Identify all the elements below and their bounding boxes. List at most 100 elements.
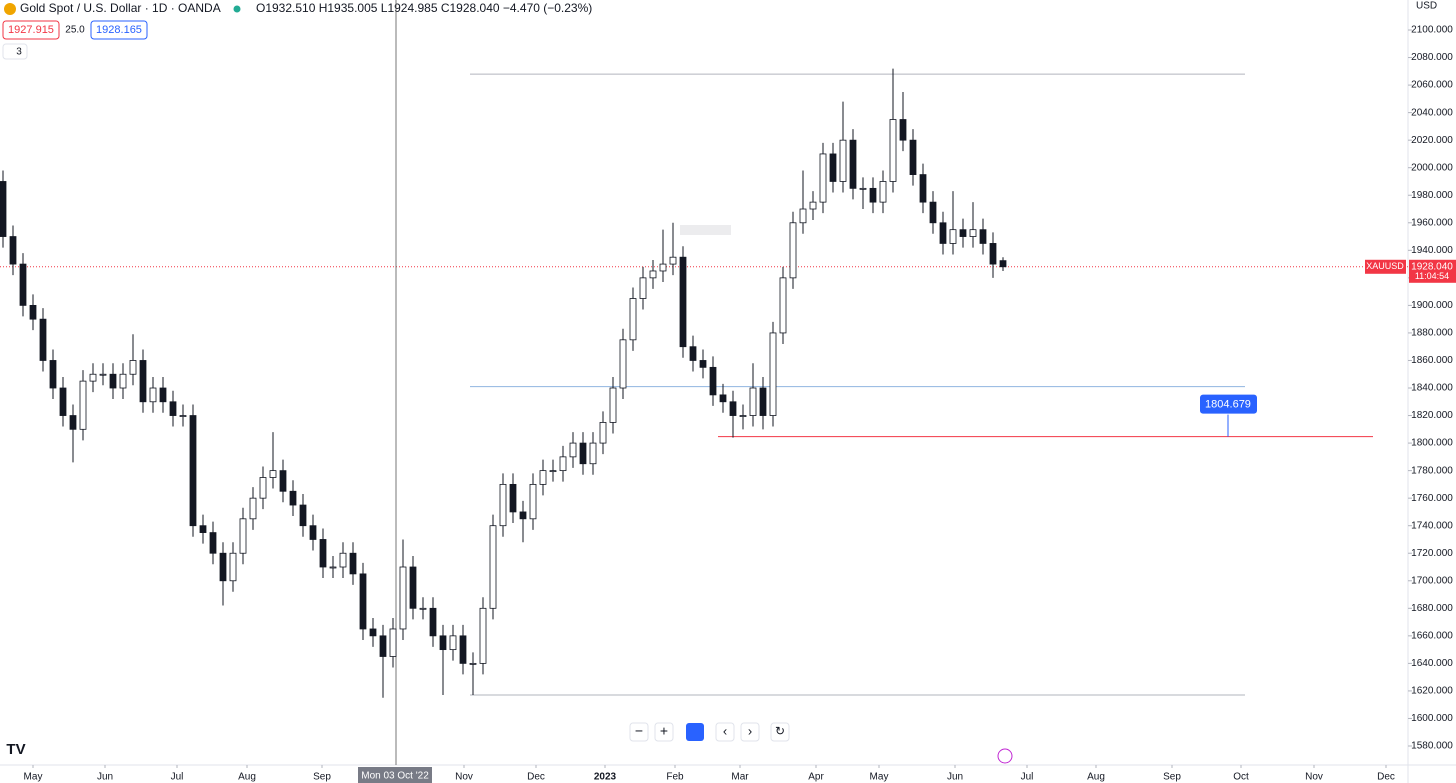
crosshair-label-box	[358, 767, 432, 783]
candle-body	[819, 153, 827, 203]
x-tick-label: Jul	[171, 772, 184, 783]
indicators-toggle[interactable]	[2, 43, 28, 60]
x-tick-label: Dec	[1377, 772, 1395, 783]
x-tick-label: May	[870, 772, 889, 783]
y-tick-label: 2020.000	[1411, 135, 1453, 146]
candle-body	[469, 662, 477, 665]
icon: +	[660, 723, 668, 739]
candle-body	[79, 380, 87, 430]
candle-body	[599, 422, 607, 444]
icon: −	[635, 723, 643, 739]
x-tick-label: Mar	[731, 772, 749, 783]
currency[interactable]: USD	[1416, 1, 1437, 12]
candle-body	[19, 263, 27, 306]
candle-body	[389, 628, 397, 657]
candle-body	[69, 415, 77, 430]
candle-body	[909, 139, 917, 175]
candle-body	[349, 552, 357, 575]
x-tick-label: Nov	[1305, 772, 1323, 783]
x-tick-label: Dec	[527, 772, 545, 783]
x-tick-label: Aug	[1087, 772, 1105, 783]
scroll-right[interactable]	[740, 722, 760, 742]
candle-body	[59, 387, 67, 416]
price-tag: 1928.040	[1411, 261, 1453, 272]
candle-body	[979, 229, 987, 244]
symbol-tag-box	[1365, 259, 1406, 274]
x-tick-label: Sep	[1163, 772, 1181, 783]
zoom-out[interactable]	[629, 722, 649, 742]
lightning[interactable]	[997, 748, 1013, 764]
y-tick-label: 1640.000	[1411, 658, 1453, 669]
crosshair-label: Mon 03 Oct '22	[361, 771, 429, 782]
icon: ‹	[723, 723, 727, 738]
candle-body	[129, 360, 137, 375]
candle-body	[899, 119, 907, 141]
candle-body	[29, 304, 37, 320]
candle-body	[179, 415, 187, 417]
candle-body	[679, 256, 687, 348]
candle-body	[259, 477, 267, 499]
countdown: 11:04:54	[1415, 271, 1449, 281]
candle-body	[0, 181, 7, 237]
scroll-left[interactable]	[715, 722, 735, 742]
candle-body	[789, 222, 797, 279]
candle-body	[89, 373, 97, 382]
candle-body	[609, 387, 617, 423]
candle-body	[399, 566, 407, 630]
candle-body	[929, 201, 937, 224]
candle-body	[289, 490, 297, 506]
x-tick-label: 2023	[594, 772, 617, 783]
x-tick-label: Sep	[313, 772, 331, 783]
logo[interactable]: TV	[6, 741, 25, 758]
candle-body	[699, 360, 707, 368]
candle-body	[159, 387, 167, 403]
candle-body	[489, 525, 497, 609]
x-tick-label: Jun	[97, 772, 113, 783]
y-tick-label: 1700.000	[1411, 575, 1453, 586]
candle-body	[799, 208, 807, 224]
candle-body	[49, 360, 57, 389]
y-tick-label: 2100.000	[1411, 25, 1453, 36]
y-tick-label: 1880.000	[1411, 328, 1453, 339]
candle-body	[369, 628, 377, 637]
ask-box[interactable]	[90, 20, 148, 40]
y-tick-label: 1620.000	[1411, 686, 1453, 697]
x-tick-label: Oct	[1233, 772, 1249, 783]
ohlc: O1932.510 H1935.005 L1924.985 C1928.040 …	[256, 1, 592, 15]
y-tick-label: 2040.000	[1411, 107, 1453, 118]
candle-body	[419, 607, 427, 610]
drawing-rect	[680, 225, 731, 235]
y-tick-label: 1680.000	[1411, 603, 1453, 614]
candle-body	[219, 552, 227, 582]
zoom-in[interactable]	[654, 722, 674, 742]
x-tick-label: Aug	[238, 772, 256, 783]
price-tag-box	[1409, 259, 1456, 283]
candle-body	[229, 552, 237, 582]
candle-body	[889, 119, 897, 182]
candle-body	[629, 298, 637, 341]
candle-body	[119, 373, 127, 389]
candle-body	[269, 470, 277, 478]
candle-body	[689, 346, 697, 361]
icon: ›	[748, 723, 752, 738]
auto-fit[interactable]	[686, 723, 704, 741]
candle-body	[619, 339, 627, 389]
reset[interactable]	[770, 722, 790, 742]
candle-body	[199, 525, 207, 533]
candle-body	[919, 174, 927, 203]
candle-body	[109, 373, 117, 389]
candle-body	[719, 394, 727, 403]
candle-body	[869, 187, 877, 203]
candle-body	[669, 256, 677, 265]
bid-box[interactable]	[2, 20, 60, 40]
market-status	[233, 5, 241, 13]
candle-body	[9, 236, 17, 265]
candle-body	[249, 497, 257, 520]
candle-body	[949, 229, 957, 244]
candle-body	[339, 552, 347, 568]
candle-body	[859, 187, 867, 190]
candle-body	[769, 332, 777, 416]
symbol-tag: XAUUSD	[1366, 261, 1404, 271]
candle-body	[959, 229, 967, 237]
